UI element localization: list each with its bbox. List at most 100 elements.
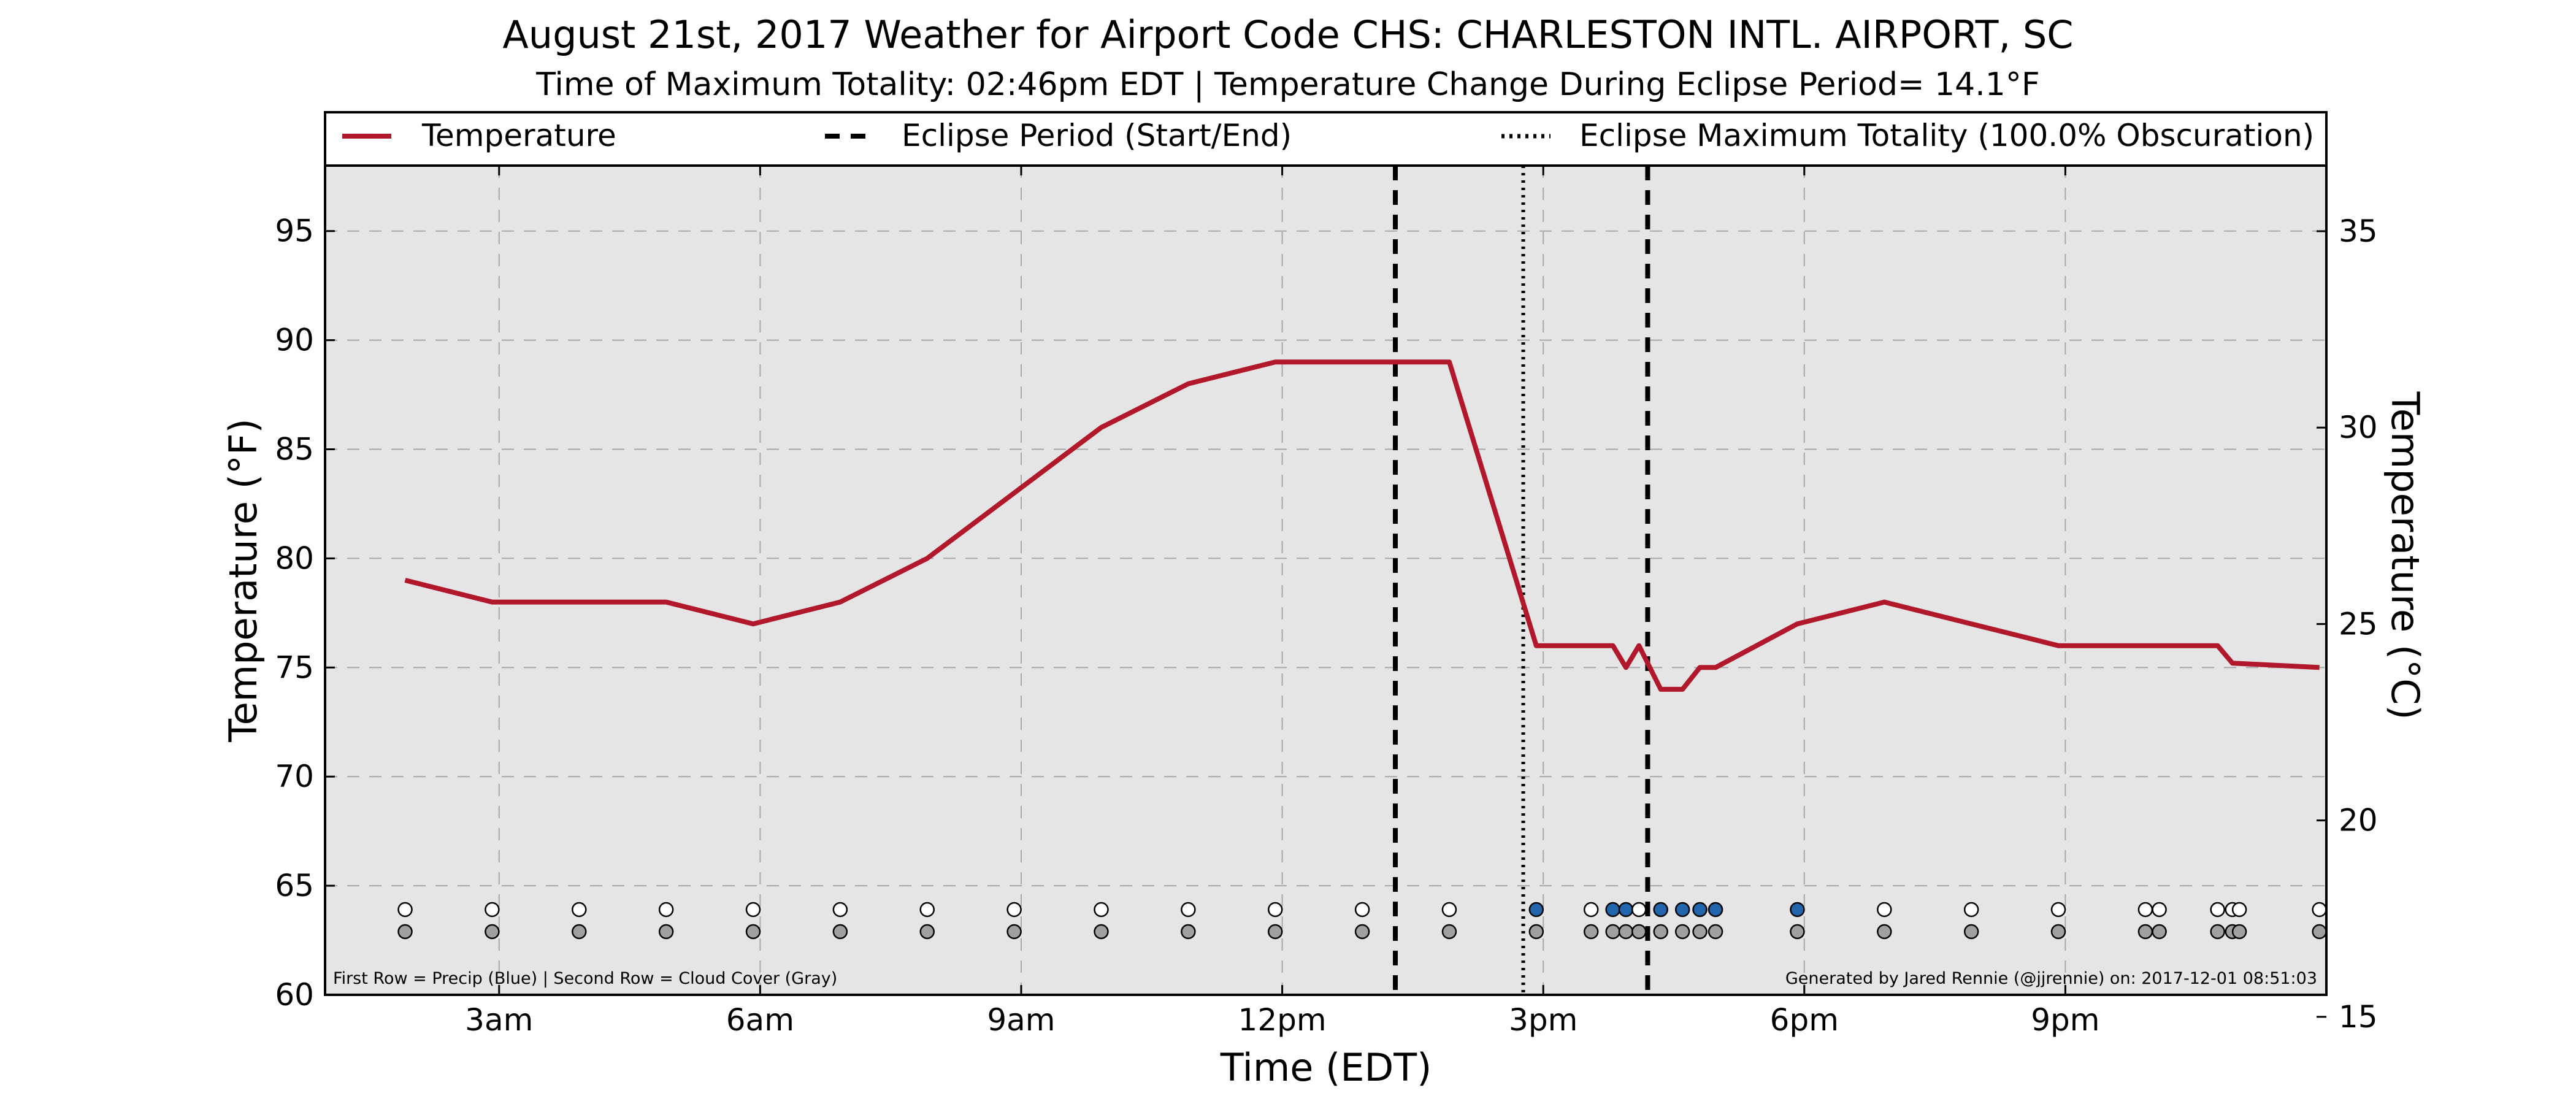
y-tick-label-left: 75 (275, 650, 314, 685)
x-tick-label: 9pm (2031, 1002, 2099, 1038)
no-precip-dot (1877, 902, 1892, 918)
cloud-cover-dot (1094, 924, 1109, 940)
no-precip-dot (1963, 902, 1979, 918)
cloud-cover-dot (745, 924, 761, 940)
no-precip-dot (1354, 902, 1370, 918)
chart-subtitle: Time of Maximum Totality: 02:46pm EDT | … (535, 66, 2040, 103)
cloud-cover-dot (1708, 924, 1723, 940)
footnote-right: Generated by Jared Rennie (@jjrennie) on… (1785, 969, 2317, 988)
cloud-cover-dot (1583, 924, 1599, 940)
x-tick-label: 3pm (1509, 1002, 1577, 1038)
cloud-cover-dot (658, 924, 674, 940)
no-precip-dot (832, 902, 848, 918)
no-precip-dot (1267, 902, 1283, 918)
no-precip-dot (2210, 902, 2225, 918)
x-tick-label: 9am (987, 1002, 1055, 1038)
legend: Temperature Eclipse Period (Start/End) E… (324, 111, 2328, 167)
cloud-cover-dot (1181, 924, 1196, 940)
precip-dot (1618, 902, 1634, 918)
cloud-cover-dot (919, 924, 935, 940)
y-tick-label-left: 90 (275, 323, 314, 358)
cloud-cover-dot (2152, 924, 2167, 940)
cloud-cover-dot (1618, 924, 1634, 940)
cloud-cover-dot (2137, 924, 2153, 940)
no-precip-dot (1181, 902, 1196, 918)
no-precip-dot (485, 902, 500, 918)
precip-dot (1605, 902, 1620, 918)
y-tick-label-right: 15 (2339, 999, 2378, 1035)
no-precip-dot (2050, 902, 2066, 918)
x-tick-label: 6pm (1770, 1002, 1839, 1038)
eclipse-markers (1392, 166, 1650, 995)
cloud-cover-dot (1605, 924, 1620, 940)
cloud-cover-dot (1006, 924, 1022, 940)
x-tick-label: 3am (465, 1002, 533, 1038)
no-precip-dot (919, 902, 935, 918)
plot-frame (324, 164, 2328, 996)
cloud-cover-dot (1674, 924, 1690, 940)
no-precip-dot (397, 902, 413, 918)
precip-dot (1790, 902, 1805, 918)
cloud-cover-dot (1877, 924, 1892, 940)
y-tick-label-left: 60 (275, 977, 314, 1013)
no-precip-dot (2137, 902, 2153, 918)
no-precip-dot (1094, 902, 1109, 918)
x-axis-label: Time (EDT) (1220, 1045, 1432, 1090)
precip-dot (1653, 902, 1668, 918)
cloud-cover-dot (2210, 924, 2225, 940)
x-tick-label: 6am (726, 1002, 794, 1038)
no-precip-dot (1441, 902, 1457, 918)
cloud-cover-dot (485, 924, 500, 940)
no-precip-dot (2152, 902, 2167, 918)
cloud-cover-dot (2231, 924, 2247, 940)
cloud-cover-dot (1653, 924, 1668, 940)
cloud-cover-dot (1528, 924, 1544, 940)
precip-dot (1692, 902, 1708, 918)
cloud-cover-dot (1354, 924, 1370, 940)
legend-temperature-label: Temperature (421, 118, 616, 153)
y-tick-label-left: 70 (275, 759, 314, 794)
cloud-cover-dot (1963, 924, 1979, 940)
y-tick-label-left: 85 (275, 432, 314, 467)
y-tick-label-right: 30 (2339, 410, 2378, 445)
no-precip-dot (1583, 902, 1599, 918)
no-precip-dot (1631, 902, 1647, 918)
precip-dot (1708, 902, 1723, 918)
cloud-cover-dot (832, 924, 848, 940)
cloud-cover-dot (397, 924, 413, 940)
cloud-cover-dot (1631, 924, 1647, 940)
cloud-cover-dot (572, 924, 587, 940)
legend-max-totality-label: Eclipse Maximum Totality (100.0% Obscura… (1579, 118, 2314, 153)
cloud-cover-dot (1267, 924, 1283, 940)
observation-dots (397, 902, 2327, 940)
temperature-line (404, 359, 2320, 692)
y-tick-label-right: 35 (2339, 213, 2378, 249)
y-tick-label-right: 25 (2339, 606, 2378, 642)
cloud-cover-dot (2312, 924, 2327, 940)
cloud-cover-dot (1692, 924, 1708, 940)
grid-lines (325, 166, 2326, 995)
chart-title: August 21st, 2017 Weather for Airport Co… (502, 12, 2073, 57)
y-tick-label-left: 65 (275, 868, 314, 903)
series-layer (404, 359, 2320, 692)
no-precip-dot (572, 902, 587, 918)
legend-box (324, 111, 2328, 167)
no-precip-dot (1006, 902, 1022, 918)
x-tick-label: 12pm (1238, 1002, 1327, 1038)
no-precip-dot (2312, 902, 2327, 918)
precip-dot (1528, 902, 1544, 918)
axis-ticks: 3am 6am 9am 12pm 3pm 6pm 9pm 60 65 70 75 80 85 90 95 15… (275, 166, 2378, 1038)
no-precip-dot (658, 902, 674, 918)
legend-eclipse-period-label: Eclipse Period (Start/End) (902, 118, 1292, 153)
y-tick-label-left: 80 (275, 540, 314, 576)
no-precip-dot (745, 902, 761, 918)
precip-dot (1674, 902, 1690, 918)
footnote-left: First Row = Precip (Blue) | Second Row =… (333, 969, 837, 988)
cloud-cover-dot (1790, 924, 1805, 940)
cloud-cover-dot (2050, 924, 2066, 940)
y-tick-label-right: 20 (2339, 803, 2378, 838)
cloud-cover-dot (1441, 924, 1457, 940)
y-tick-label-left: 95 (275, 213, 314, 249)
y-axis-label-left: Temperature (°F) (221, 418, 266, 742)
